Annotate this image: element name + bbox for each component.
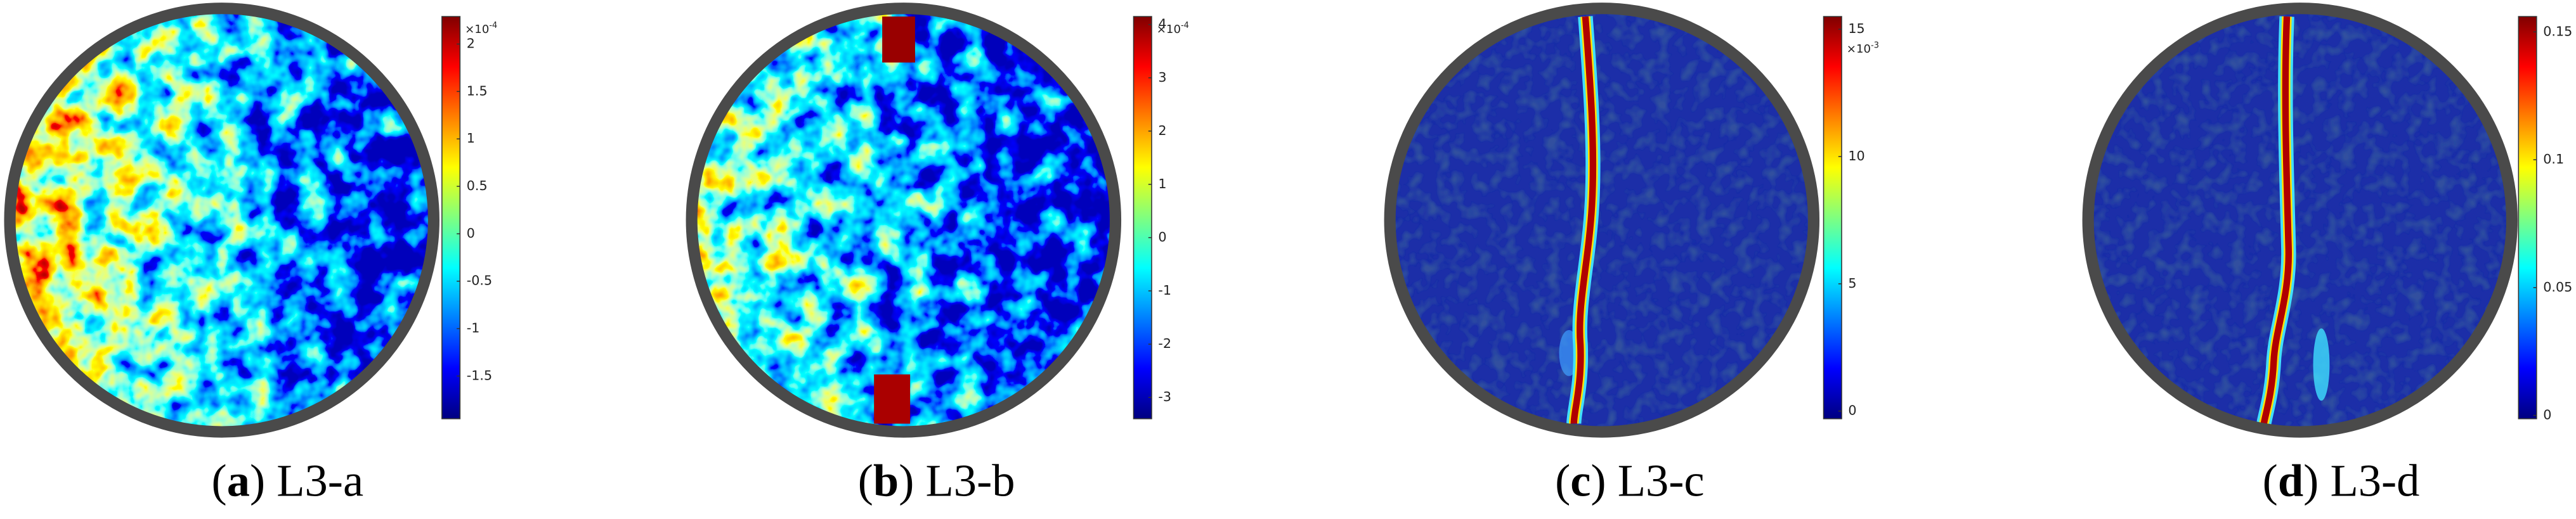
- caption-paren: ): [1590, 455, 1606, 506]
- caption-text: L3-a: [276, 455, 363, 506]
- colorbar-tick-label: 0: [1158, 229, 1166, 245]
- strain-field: [693, 10, 1114, 430]
- caption-letter: a: [227, 455, 250, 506]
- exponent-power: -4: [489, 21, 497, 30]
- panel-caption: (c) L3-c: [1555, 455, 1705, 506]
- crack: [1570, 16, 1597, 424]
- colorbar-tick-label: 0: [1848, 403, 1856, 418]
- colorbar-tick-label: -1.5: [467, 368, 492, 383]
- colorbar-tick-label: -3: [1158, 389, 1171, 404]
- colorbar-tick-label: -2: [1158, 336, 1171, 351]
- exponent-base: ×10: [1157, 23, 1181, 36]
- crack: [2260, 16, 2293, 425]
- caption-letter: b: [873, 455, 899, 506]
- specimen-rim: [1384, 3, 1820, 438]
- caption-paren: ): [899, 455, 914, 506]
- exponent-power: -4: [1181, 21, 1189, 30]
- crack-halo: [2313, 328, 2330, 401]
- colorbar-tick-label: 1: [1158, 176, 1166, 191]
- colorbar-tick-label: -0.5: [467, 273, 492, 288]
- caption-letter: c: [1570, 455, 1590, 506]
- caption-paren: ): [250, 455, 265, 506]
- caption-letter: d: [2278, 455, 2303, 506]
- colorbar: [2518, 16, 2537, 420]
- panel-caption: (b) L3-b: [858, 455, 1015, 506]
- exponent-power: -3: [1871, 41, 1879, 50]
- caption-paren: (: [2263, 455, 2278, 506]
- exponent-base: ×10: [465, 23, 489, 36]
- caption-paren: (: [858, 455, 873, 506]
- colorbar-tick-label: 0.15: [2543, 23, 2572, 39]
- panel-caption: (d) L3-d: [2263, 455, 2420, 506]
- hot-spot: [874, 374, 911, 424]
- caption-text: L3-b: [926, 455, 1015, 506]
- colorbar-exponent: ×10-4: [1157, 21, 1189, 36]
- colorbar-tick-label: -1: [467, 321, 480, 336]
- colorbar-tick-label: 1.5: [467, 83, 488, 98]
- colorbar-tick-label: 0.5: [467, 178, 488, 193]
- colorbar-tick-label: 4: [1158, 16, 1166, 32]
- colorbar: [441, 16, 461, 420]
- colorbar-tick-label: 15: [1848, 21, 1864, 36]
- colorbar-tick-label: 0.1: [2543, 151, 2564, 167]
- caption-text: L3-c: [1618, 455, 1705, 506]
- colorbar-tick-label: 2: [467, 36, 475, 51]
- caption-paren: (: [212, 455, 227, 506]
- hot-spot: [882, 16, 915, 63]
- colorbar-tick-label: 0: [2543, 407, 2551, 423]
- caption-paren: ): [2303, 455, 2319, 506]
- exponent-base: ×10: [1847, 42, 1871, 56]
- colorbar: [1133, 16, 1152, 420]
- colorbar-exponent: ×10-3: [1847, 41, 1879, 56]
- colorbar-tick-label: 3: [1158, 70, 1166, 85]
- colorbar-exponent: ×10-4: [465, 21, 497, 36]
- caption-text: L3-d: [2330, 455, 2419, 506]
- colorbar-tick-label: -1: [1158, 283, 1171, 298]
- specimen-rim: [686, 3, 1122, 438]
- colorbar: [1823, 16, 1842, 420]
- colorbar-tick-label: 0: [467, 226, 475, 241]
- strain-field: [11, 10, 433, 430]
- colorbar-tick-label: 2: [1158, 123, 1166, 138]
- strain-field: [2090, 10, 2511, 430]
- strain-field: [1391, 10, 1812, 430]
- specimen-rim: [2082, 3, 2518, 438]
- colorbar-tick-label: 0.05: [2543, 279, 2572, 295]
- caption-paren: (: [1555, 455, 1570, 506]
- colorbar-tick-label: 1: [467, 131, 475, 146]
- colorbar-tick-label: 10: [1848, 148, 1864, 163]
- colorbar-tick-label: 5: [1848, 276, 1856, 291]
- specimen-rim: [4, 3, 439, 438]
- panel-caption: (a) L3-a: [212, 455, 364, 506]
